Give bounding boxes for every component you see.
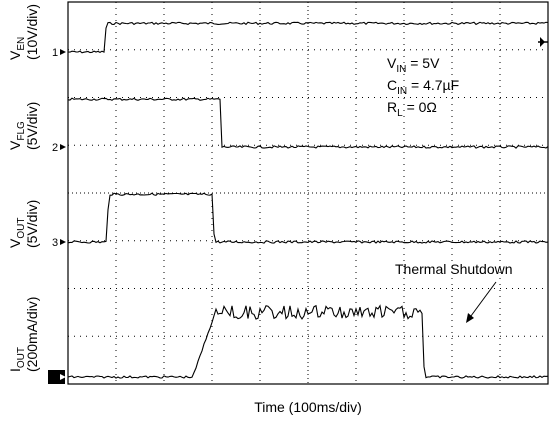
channel-3-marker-label: 3 bbox=[52, 237, 58, 249]
condition-rl: RL = 0Ω bbox=[387, 99, 437, 119]
channel-3-marker: 3 bbox=[52, 237, 66, 249]
channel-2-label: VFLG bbox=[7, 121, 27, 150]
annotation-arrow-line bbox=[467, 281, 497, 321]
x-axis-label: Time (100ms/div) bbox=[254, 399, 362, 415]
channel-markers: 1 2 3 4 bbox=[48, 47, 66, 384]
channel-1-marker: 1 bbox=[52, 47, 66, 59]
thermal-shutdown-annotation: Thermal Shutdown bbox=[395, 261, 513, 277]
top-right-marker-arrow bbox=[540, 37, 545, 47]
channel-4-marker: 4 bbox=[48, 370, 66, 384]
condition-cin: CIN = 4.7µF bbox=[387, 77, 459, 97]
annotation-arrow-head bbox=[466, 313, 474, 323]
trace-channel-4 bbox=[67, 304, 549, 379]
channel-1-marker-label: 1 bbox=[52, 47, 58, 59]
channel-1-scale: (10V/div) bbox=[24, 4, 40, 60]
trace-channel-1 bbox=[67, 21, 549, 54]
channel-2-marker: 2 bbox=[52, 142, 66, 154]
traces bbox=[67, 21, 549, 379]
channel-3-scale: (5V/div) bbox=[24, 200, 40, 248]
channel-4-label: IOUT bbox=[7, 347, 27, 372]
channel-2-scale: (5V/div) bbox=[24, 102, 40, 150]
condition-vin: VIN = 5V bbox=[387, 55, 440, 75]
trace-channel-3 bbox=[67, 192, 549, 244]
grid-lines bbox=[68, 2, 548, 384]
channel-1-label: VEN bbox=[7, 37, 27, 60]
channel-3-label: VOUT bbox=[7, 218, 27, 248]
trace-channel-2 bbox=[67, 97, 549, 149]
channel-4-scale: (200mA/div) bbox=[24, 297, 40, 372]
channel-4-marker-label: 4 bbox=[52, 372, 58, 384]
channel-2-marker-label: 2 bbox=[52, 142, 58, 154]
